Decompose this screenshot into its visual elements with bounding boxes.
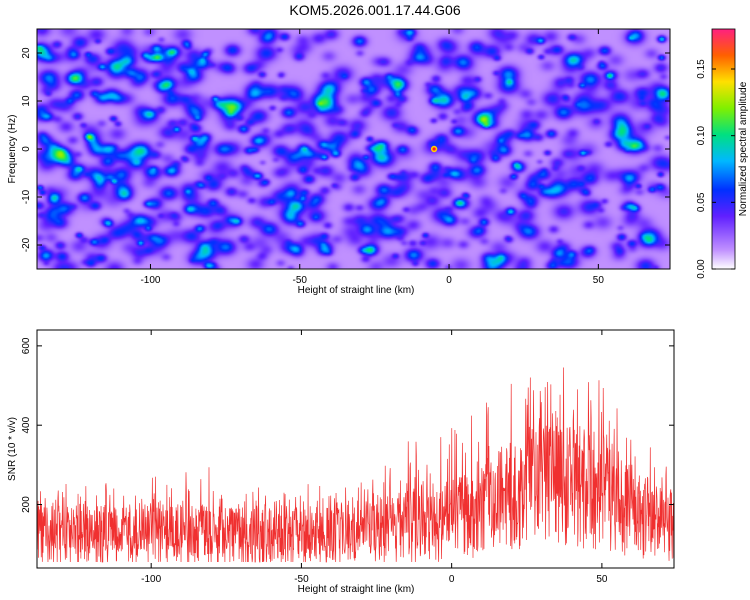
colorbar: 0.00 0.05 0.10 0.15 Normalized spectral amp… [696,28,749,279]
heatmap-y-tick-label: 20 [21,47,32,59]
heatmap-image [37,29,670,269]
colorbar-gradient [711,28,736,270]
figure-title: KOM5.2026.001.17.44.G06 [289,2,461,18]
snr-y-tick-label: 200 [21,496,32,513]
snr-x-tick-label: -100 [141,574,161,585]
heatmap-peak [430,145,438,153]
snr-x-axis-label: Height of straight line (km) [298,584,415,595]
snr-series-line [37,367,674,563]
heatmap-y-tick-label: -10 [21,189,32,204]
heatmap-y-axis-label: Frequency (Hz) [7,115,18,184]
colorbar-tick-label: 0.15 [696,59,707,79]
colorbar-label: Normalized spectral amplitude [738,81,749,216]
snr-frame [36,329,675,569]
heatmap-x-tick-label: 0 [446,275,452,286]
heatmap-x-axis-label: Height of straight line (km) [298,285,415,296]
snr-panel: -100 -50 0 50 200 400 600 Height of straight … [7,329,675,595]
heatmap-y-tick-label: -20 [21,237,32,252]
heatmap-peak-point [432,147,436,151]
heatmap-x-tick-label: -50 [293,275,308,286]
colorbar-tick-label: 0.10 [696,125,707,145]
snr-x-tick-label: -50 [294,574,309,585]
heatmap-y-tick-label: 0 [21,146,32,152]
snr-y-tick-label: 600 [21,337,32,354]
colorbar-tick-label: 0.05 [696,192,707,212]
heatmap-x-tick-label: -100 [140,275,160,286]
heatmap-x-tick-label: 50 [593,275,605,286]
heatmap-y-tick-label: 10 [21,95,32,107]
colorbar-tick-label: 0.00 [696,259,707,279]
snr-x-tick-label: 50 [596,574,608,585]
snr-y-tick-label: 400 [21,416,32,433]
snr-x-tick-label: 0 [449,574,455,585]
snr-y-axis-label: SNR (10 * v/v) [7,417,18,481]
